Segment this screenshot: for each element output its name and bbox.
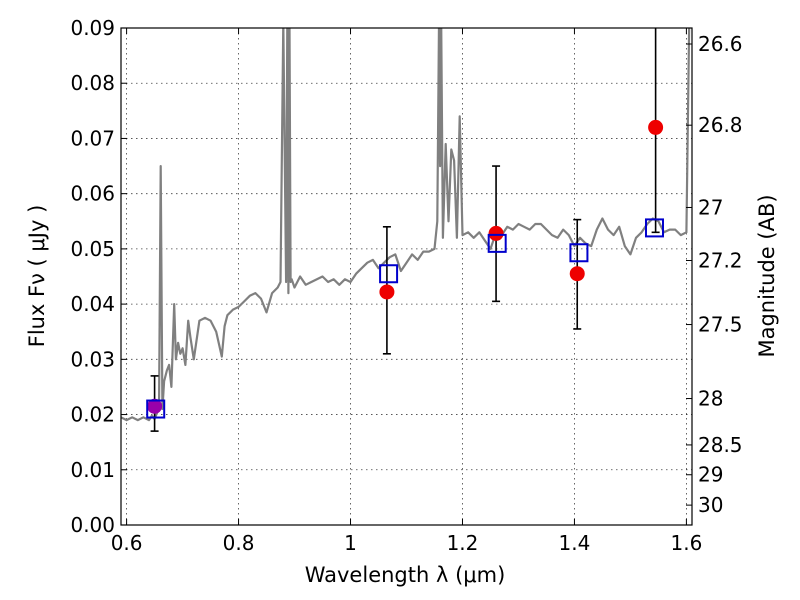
y-tick-label: 0.00 — [70, 513, 115, 537]
y-tick-label: 0.07 — [70, 126, 115, 150]
y-tick-label: 0.06 — [70, 182, 115, 206]
x-tick-label: 1.4 — [559, 531, 591, 555]
y-tick-label: 0.08 — [70, 71, 115, 95]
x-tick-label: 1.6 — [670, 531, 702, 555]
grid — [121, 27, 692, 526]
x-tick-label: 0.8 — [223, 531, 255, 555]
y-tick-label: 0.04 — [70, 292, 115, 316]
observed-point — [379, 284, 395, 300]
y-axis-label: Flux Fν ( μJy ) — [25, 205, 49, 348]
y2-tick-label: 27.2 — [698, 248, 743, 272]
y-tick-label: 0.05 — [70, 237, 115, 261]
observed-point — [488, 225, 504, 241]
y2-tick-label: 29 — [698, 463, 723, 487]
spectrum-line — [121, 28, 691, 422]
model-point — [487, 233, 507, 253]
observed-point — [147, 398, 163, 414]
x-ticks: 0.6 0.8 1 1.2 1.4 1.6 — [111, 28, 702, 555]
model-point — [379, 264, 399, 284]
y-tick-label: 0.09 — [70, 16, 115, 40]
model-spectrum — [121, 28, 691, 422]
model-point — [569, 243, 589, 263]
y2-tick-label: 28.5 — [698, 433, 743, 457]
observed-point — [569, 266, 585, 282]
x-tick-label: 1.2 — [447, 531, 479, 555]
x-tick-label: 0.6 — [111, 531, 143, 555]
x-tick-label: 1 — [344, 531, 357, 555]
observed-point — [648, 119, 664, 135]
y2-tick-label: 26.8 — [698, 113, 743, 137]
model-point — [146, 399, 166, 419]
y2-axis-label: Magnitude (AB) — [755, 194, 779, 357]
y2-tick-label: 30 — [698, 493, 723, 517]
y-tick-label: 0.01 — [70, 458, 115, 482]
y2-tick-label: 27 — [698, 195, 723, 219]
y2-tick-label: 26.6 — [698, 32, 743, 56]
model-point — [644, 218, 664, 238]
y-ticks: 0.00 0.01 0.02 0.03 0.04 0.05 0.06 0.07 0.08 0.09 — [70, 16, 127, 537]
y-tick-label: 0.03 — [70, 347, 115, 371]
y-tick-label: 0.02 — [70, 403, 115, 427]
y2-tick-label: 28 — [698, 387, 723, 411]
error-bars — [150, 28, 660, 432]
model-points — [146, 218, 664, 419]
observed-points — [147, 119, 664, 414]
y2-ticks: 26.6 26.8 27 27.2 27.5 28 28.5 29 30 — [686, 32, 743, 517]
plot-frame — [120, 27, 693, 526]
x-axis-label: Wavelength λ (μm) — [305, 563, 506, 587]
y2-tick-label: 27.5 — [698, 313, 743, 337]
